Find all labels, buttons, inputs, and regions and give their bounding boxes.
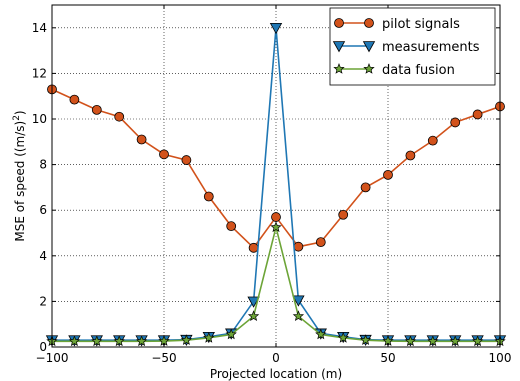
data-point-data-fusion (404, 335, 417, 347)
data-point-pilot-signals (226, 221, 237, 232)
data-point-pilot-signals (383, 169, 393, 180)
data-point-data-fusion (247, 310, 260, 322)
x-tick-label: −100 (36, 351, 69, 365)
data-point-pilot-signals (181, 155, 192, 165)
data-point-data-fusion (337, 331, 349, 343)
legend-marker-data-fusion (363, 63, 375, 74)
data-point-data-fusion (292, 310, 305, 322)
data-point-data-fusion (315, 328, 327, 340)
data-point-pilot-signals (248, 242, 259, 253)
data-point-data-fusion (135, 335, 148, 347)
data-point-data-fusion (113, 335, 125, 347)
data-point-pilot-signals (427, 135, 438, 146)
data-point-data-fusion (359, 334, 372, 345)
data-point-pilot-signals (315, 237, 326, 248)
y-axis-label: MSE of speed ((m/s)2) (12, 110, 27, 241)
legend-label-measurements: measurements (382, 40, 480, 55)
x-tick-label: −50 (151, 351, 176, 365)
x-axis-label: Projected location (m) (210, 367, 342, 381)
x-tick-label: 50 (380, 351, 395, 365)
legend-marker-measurements (332, 41, 346, 53)
data-point-pilot-signals (293, 241, 304, 252)
y-axis-label-main: MSE of speed ((m/s) (13, 121, 27, 242)
y-tick-label: 6 (39, 203, 47, 217)
y-tick-label: 0 (39, 340, 47, 354)
data-point-pilot-signals (472, 109, 483, 120)
axis-ticks: −100 −50 0 50 100 0 2 4 6 8 10 12 14 (32, 5, 512, 365)
data-point-measurements (269, 22, 283, 35)
data-point-data-fusion (68, 335, 81, 347)
data-point-data-fusion (270, 221, 282, 233)
legend-label-data-fusion: data fusion (382, 63, 455, 78)
legend-marker-measurements (362, 41, 376, 53)
data-point-data-fusion (225, 328, 237, 340)
x-tick-label: 100 (489, 351, 512, 365)
y-tick-label: 12 (32, 66, 47, 80)
data-point-pilot-signals (405, 150, 416, 161)
data-point-data-fusion (471, 335, 484, 347)
data-point-pilot-signals (91, 104, 102, 115)
data-point-data-fusion (91, 335, 103, 347)
data-point-data-fusion (449, 335, 461, 347)
legend: pilot signals measurements data fusion (329, 7, 496, 86)
legend-marker-pilot-signals (364, 18, 374, 28)
y-tick-label: 2 (39, 294, 47, 308)
data-point-pilot-signals (69, 94, 80, 105)
y-tick-label: 10 (32, 112, 47, 126)
y-tick-label: 14 (32, 21, 47, 35)
y-tick-label: 8 (39, 158, 47, 172)
data-point-data-fusion (203, 331, 215, 343)
data-point-pilot-signals (159, 149, 169, 160)
data-point-measurements (292, 295, 305, 307)
y-axis-label-superscript: 2 (12, 115, 22, 121)
x-tick-label: 0 (272, 351, 280, 365)
data-point-pilot-signals (203, 191, 214, 202)
legend-marker-pilot-signals (334, 18, 344, 28)
data-point-measurements (247, 296, 260, 308)
data-point-pilot-signals (338, 209, 349, 220)
legend-label-pilot-signals: pilot signals (382, 17, 460, 32)
data-point-pilot-signals (136, 134, 147, 145)
y-axis-label-tail: ) (13, 110, 27, 115)
data-point-pilot-signals (271, 212, 281, 222)
series-pilot-signals (47, 84, 505, 253)
data-point-data-fusion (427, 335, 439, 347)
legend-marker-data-fusion (333, 63, 345, 74)
y-tick-label: 4 (39, 249, 47, 263)
data-point-data-fusion (180, 334, 193, 345)
data-point-pilot-signals (450, 117, 461, 128)
data-point-pilot-signals (114, 111, 125, 122)
data-point-pilot-signals (360, 182, 371, 193)
